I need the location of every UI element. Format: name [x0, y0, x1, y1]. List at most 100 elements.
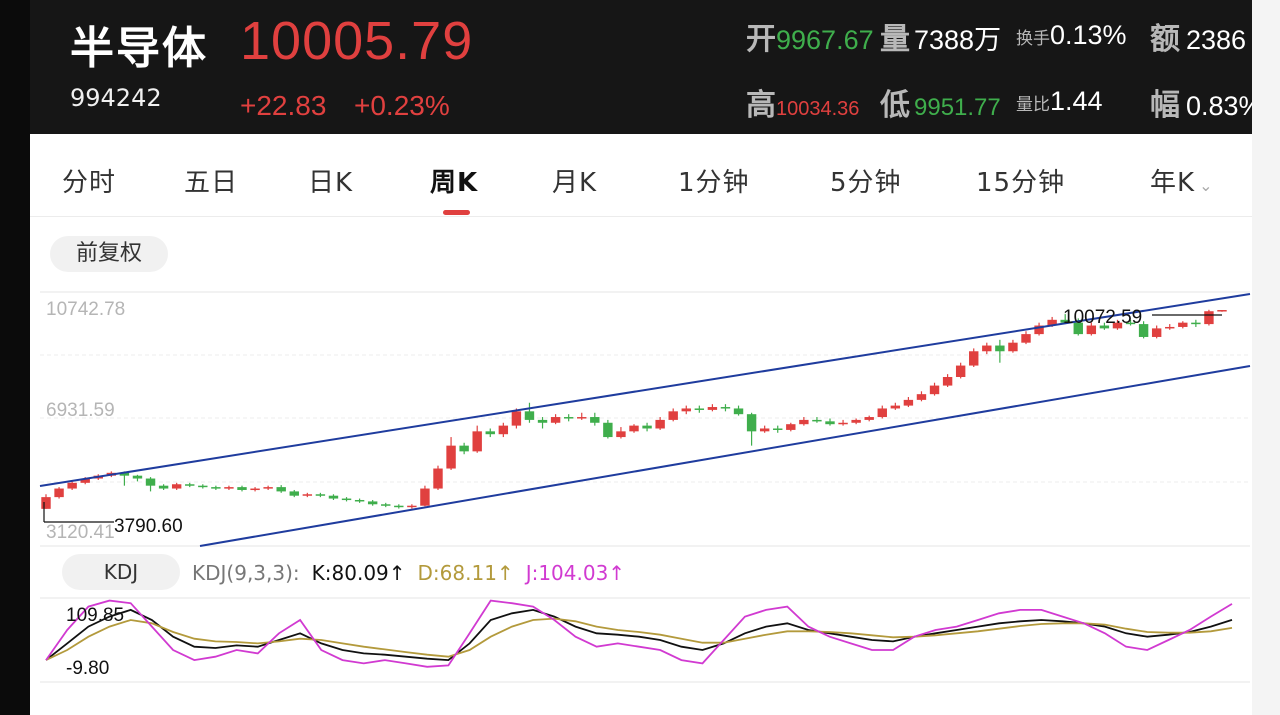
- price-axis-top: 10742.78: [46, 299, 126, 320]
- right-edge: [1252, 0, 1280, 715]
- amount-label: 额: [1150, 23, 1180, 56]
- channel-lower-line: [199, 365, 1251, 547]
- kdj-k-line: [45, 608, 1233, 662]
- candle-body: [381, 504, 391, 506]
- tab-5-minute[interactable]: 5分钟: [830, 168, 902, 198]
- candle-body: [773, 428, 783, 430]
- open-stat: 开9967.67: [746, 14, 874, 58]
- volume-label: 量: [880, 23, 910, 56]
- candle-body: [1138, 324, 1149, 337]
- candle-body: [485, 431, 495, 435]
- candle-body: [1047, 319, 1057, 326]
- candle-body: [681, 408, 691, 412]
- candle-body: [54, 488, 64, 498]
- kdj-values: KDJ(9,3,3): K:80.09↑ D:68.11↑ J:104.03↑: [192, 561, 637, 585]
- tab-monthly-k[interactable]: 月K: [552, 168, 598, 198]
- amplitude-value: 0.83%: [1186, 91, 1252, 121]
- candle-body: [446, 445, 456, 469]
- low-stat: 低 9951.77: [880, 80, 1001, 124]
- period-tabs: 分时 五日 日K 周K 月K 1分钟 5分钟 15分钟 年K ⌄: [30, 148, 1252, 217]
- candle-body: [1178, 322, 1188, 327]
- candle-body: [1112, 322, 1123, 329]
- stock-code: 994242: [70, 84, 162, 112]
- candle-body: [171, 484, 182, 489]
- candle-body: [328, 495, 339, 499]
- candle-body: [341, 498, 352, 501]
- amount-value: 2386: [1186, 25, 1247, 55]
- candle-body: [67, 482, 77, 489]
- candle-body: [812, 419, 822, 422]
- candle-body: [563, 417, 574, 419]
- vol-ratio-stat: 量比1.44: [1016, 86, 1103, 117]
- stock-name: 半导体: [70, 23, 208, 74]
- price-axis-bottom: 3120.41: [46, 522, 115, 543]
- candle-body: [315, 494, 326, 496]
- candle-body: [668, 411, 678, 420]
- high-value: 10034.36: [776, 98, 860, 120]
- volume-stat: 量 7388万: [880, 14, 1001, 58]
- candle-body: [511, 411, 522, 426]
- tab-intraday[interactable]: 分时: [62, 168, 117, 198]
- candle-body: [41, 497, 51, 509]
- left-edge: [0, 0, 30, 715]
- price-axis-mid: 6931.59: [46, 400, 115, 421]
- candle-body: [537, 419, 548, 423]
- price-change: +22.83: [240, 90, 327, 121]
- candle-body: [459, 445, 469, 452]
- tab-1-minute[interactable]: 1分钟: [678, 168, 750, 198]
- candle-body: [1073, 322, 1083, 335]
- kdj-j-value: J:104.03↑: [525, 561, 626, 585]
- tab-weekly-k[interactable]: 周K: [430, 168, 479, 198]
- candle-body: [354, 499, 365, 502]
- candle-body: [1125, 322, 1136, 325]
- candles-group: [41, 309, 1227, 509]
- candle-body: [185, 484, 195, 486]
- tab-daily-k[interactable]: 日K: [308, 168, 354, 198]
- trend-channel: [39, 293, 1251, 547]
- candle-body: [642, 425, 652, 429]
- candle-body: [929, 385, 940, 395]
- candle-body: [720, 407, 731, 409]
- candle-body: [367, 501, 378, 505]
- vol-ratio-label: 量比: [1016, 95, 1050, 114]
- candle-body: [969, 351, 979, 366]
- candle-body: [1034, 325, 1044, 335]
- kdj-j-line: [45, 599, 1233, 668]
- turnover-label: 换手: [1016, 29, 1050, 48]
- amount-stat: 额 2386: [1150, 14, 1246, 58]
- amplitude-label: 幅: [1150, 89, 1180, 122]
- open-value: 9967.67: [776, 25, 874, 55]
- candle-body: [237, 487, 247, 490]
- candle-body: [577, 417, 587, 419]
- tab-15-minute[interactable]: 15分钟: [976, 168, 1066, 198]
- candle-body: [119, 472, 130, 476]
- adjust-button[interactable]: 前复权: [50, 236, 168, 272]
- turnover-value: 0.13%: [1050, 20, 1127, 50]
- candle-body: [603, 422, 613, 438]
- low-value: 9951.77: [914, 94, 1001, 121]
- candle-body: [982, 345, 992, 352]
- candle-body: [746, 414, 757, 432]
- candle-body: [955, 365, 966, 378]
- candle-body: [1008, 342, 1018, 352]
- turnover-stat: 换手0.13%: [1016, 20, 1127, 51]
- channel-upper-line: [39, 293, 1251, 487]
- low-label: 低: [880, 89, 910, 122]
- candle-body: [759, 428, 770, 432]
- candle-body: [394, 505, 404, 508]
- candle-body: [942, 377, 953, 386]
- candle-body: [916, 394, 927, 400]
- tab-yearly-k[interactable]: 年K ⌄: [1150, 162, 1213, 199]
- tab-five-day[interactable]: 五日: [184, 168, 239, 198]
- kdj-indicator-button[interactable]: KDJ: [62, 554, 180, 590]
- candle-body: [498, 425, 509, 435]
- candle-body: [1060, 319, 1070, 323]
- kdj-params: KDJ(9,3,3):: [192, 561, 300, 585]
- candle-body: [198, 485, 208, 488]
- candle-body: [550, 417, 561, 423]
- candle-body: [145, 478, 156, 486]
- price-change-pct: +0.23%: [354, 90, 450, 121]
- current-price: 10005.79: [240, 11, 474, 71]
